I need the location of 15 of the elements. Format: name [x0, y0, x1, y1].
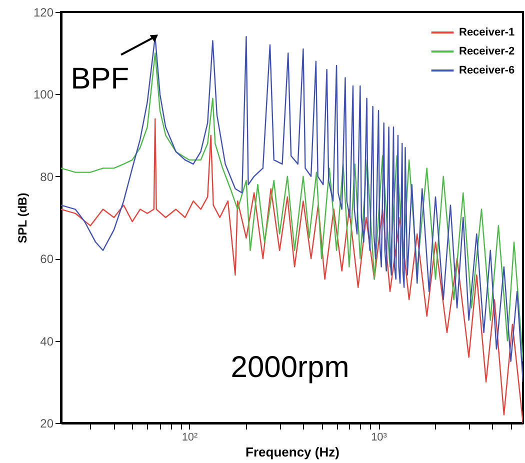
y-tick-label: 20: [40, 416, 54, 430]
legend-label: Receiver-6: [459, 64, 515, 76]
y-tick-label: 60: [40, 252, 54, 266]
annotation: BPF: [70, 62, 130, 96]
y-tick-label: 40: [40, 334, 54, 348]
annotation: 2000rpm: [230, 351, 350, 384]
x-axis-title: Frequency (Hz): [246, 444, 340, 460]
legend-label: Receiver-1: [459, 26, 515, 38]
y-tick-label: 80: [40, 170, 54, 184]
y-axis-title: SPL (dB): [15, 192, 30, 244]
y-tick-label: 100: [33, 88, 54, 102]
x-tick-label: 10³: [371, 432, 388, 444]
x-tick-label: 10²: [182, 432, 198, 444]
legend-label: Receiver-2: [459, 46, 515, 58]
y-tick-label: 120: [33, 6, 54, 20]
